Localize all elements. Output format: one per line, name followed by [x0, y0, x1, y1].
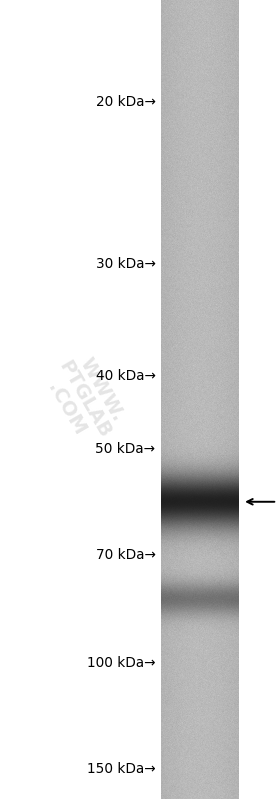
Text: 40 kDa→: 40 kDa→: [95, 368, 155, 383]
Text: 100 kDa→: 100 kDa→: [87, 656, 155, 670]
Text: 150 kDa→: 150 kDa→: [87, 761, 155, 776]
Text: 70 kDa→: 70 kDa→: [95, 548, 155, 562]
Text: 50 kDa→: 50 kDa→: [95, 442, 155, 456]
Text: 30 kDa→: 30 kDa→: [95, 256, 155, 271]
Text: WWW.
PTGLAB
.COM: WWW. PTGLAB .COM: [37, 348, 131, 451]
Text: 20 kDa→: 20 kDa→: [95, 95, 155, 109]
